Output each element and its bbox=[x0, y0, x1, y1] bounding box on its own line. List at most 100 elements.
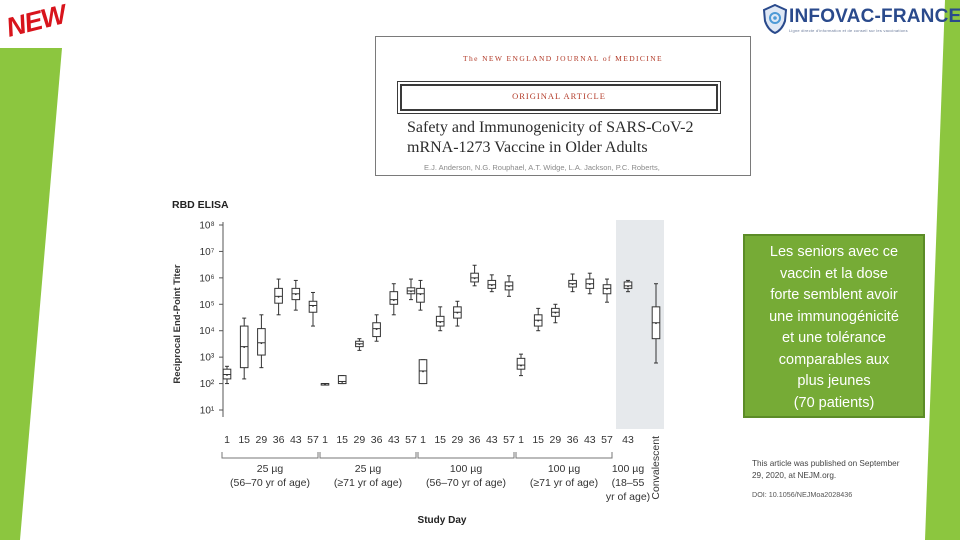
box-point bbox=[606, 287, 608, 290]
note-line: (70 patients) bbox=[793, 394, 875, 411]
box-point bbox=[439, 321, 442, 324]
logo-tagline: Ligne directe d'information et de consei… bbox=[789, 28, 908, 33]
box-point bbox=[226, 374, 228, 376]
infovac-logo: INFOVAC-FRANCE Ligne directe d'informati… bbox=[762, 2, 960, 36]
y-tick-label: 10⁴ bbox=[199, 326, 214, 337]
article-title: Safety and Immunogenicity of SARS-CoV-2 … bbox=[407, 118, 694, 158]
box-iqr bbox=[274, 287, 283, 304]
group-age-label: (≥71 yr of age) bbox=[530, 477, 598, 489]
y-tick-label: 10² bbox=[200, 379, 215, 390]
doi-text: DOI: 10.1056/NEJMoa2028436 bbox=[752, 490, 853, 499]
y-tick-label: 10¹ bbox=[200, 406, 215, 417]
x-tick-label: 57 bbox=[405, 434, 417, 446]
box-point bbox=[473, 277, 476, 280]
x-tick-label: 29 bbox=[354, 434, 366, 446]
article-title-line1: Safety and Immunogenicity of SARS-CoV-2 bbox=[407, 119, 694, 136]
rbd-elisa-chart: RBD ELISA Reciprocal End-Point Titer Stu… bbox=[172, 199, 664, 526]
shield-icon bbox=[762, 4, 788, 34]
group-age-label: (≥71 yr of age) bbox=[334, 477, 402, 489]
article-title-line2: mRNA-1273 Vaccine in Older Adults bbox=[407, 139, 648, 156]
x-tick-label: 1 bbox=[420, 434, 426, 446]
y-axis-title: Reciprocal End-Point Titer bbox=[172, 264, 183, 383]
publication-line2: 29, 2020, at NEJM.org. bbox=[752, 470, 837, 480]
box-point bbox=[294, 293, 297, 296]
box-point bbox=[410, 290, 412, 293]
x-tick-label: 43 bbox=[388, 434, 400, 446]
article-authors: E.J. Anderson, N.G. Rouphael, A.T. Widge… bbox=[424, 163, 660, 172]
group-dose-label: 25 µg bbox=[355, 463, 382, 475]
left-green-stripe bbox=[0, 48, 62, 540]
box-iqr bbox=[516, 357, 526, 370]
x-tick-label: 36 bbox=[273, 434, 285, 446]
publication-note: This article was published on September … bbox=[752, 458, 927, 481]
x-tick-label: 29 bbox=[550, 434, 562, 446]
group-dose-label: 25 µg bbox=[257, 463, 284, 475]
x-tick-label: 15 bbox=[336, 434, 348, 446]
x-tick-label: 29 bbox=[452, 434, 464, 446]
x-tick-label: 43 bbox=[486, 434, 498, 446]
x-tick-label: 15 bbox=[434, 434, 446, 446]
x-tick-label: 1 bbox=[518, 434, 524, 446]
x-tick-label: 15 bbox=[238, 434, 250, 446]
group-bracket bbox=[221, 452, 319, 459]
new-badge-text: NEW bbox=[3, 0, 69, 43]
y-tick-label: 10⁷ bbox=[200, 247, 215, 258]
box-point bbox=[392, 299, 395, 302]
box-point bbox=[627, 285, 629, 288]
group-dose-label: 100 µg bbox=[548, 463, 580, 475]
box-point bbox=[358, 343, 361, 346]
box-point bbox=[508, 285, 510, 288]
group-age-label: (56–70 yr of age) bbox=[230, 477, 310, 489]
x-tick-label: 43 bbox=[584, 434, 596, 446]
group-dose-label: 100 µg bbox=[612, 463, 644, 475]
box-point bbox=[243, 346, 246, 349]
box-iqr bbox=[257, 328, 266, 356]
box-point bbox=[312, 305, 314, 307]
x-tick-label: 1 bbox=[322, 434, 328, 446]
section-box: ORIGINAL ARTICLE bbox=[397, 81, 721, 114]
chart-title: RBD ELISA bbox=[172, 199, 229, 211]
box-point bbox=[324, 383, 326, 385]
box-point bbox=[520, 364, 522, 367]
group-bracket bbox=[417, 452, 515, 459]
note-line: plus jeunes bbox=[797, 373, 871, 389]
x-tick-label: 36 bbox=[469, 434, 481, 446]
box-point bbox=[341, 381, 344, 383]
x-tick-label: 36 bbox=[371, 434, 383, 446]
group-bracket bbox=[515, 452, 613, 459]
x-tick-label: 36 bbox=[567, 434, 579, 446]
note-line: forte semblent avoir bbox=[770, 287, 898, 303]
right-green-stripe bbox=[925, 0, 960, 540]
box-iqr bbox=[416, 287, 425, 303]
x-tick-label: 29 bbox=[256, 434, 268, 446]
group-bracket bbox=[319, 452, 417, 459]
logo-name: INFOVAC-FRANCE bbox=[789, 6, 960, 27]
y-tick-label: 10⁵ bbox=[199, 300, 214, 311]
article-header-image: The NEW ENGLAND JOURNAL of MEDICINE ORIG… bbox=[375, 36, 751, 176]
box-iqr bbox=[337, 375, 347, 385]
group-dose-label: 100 µg bbox=[450, 463, 482, 475]
x-tick-label: 43 bbox=[290, 434, 302, 446]
note-line: Les seniors avec ce bbox=[769, 244, 899, 260]
box-point bbox=[419, 293, 422, 296]
y-tick-label: 10³ bbox=[200, 353, 215, 364]
x-tick-label: 15 bbox=[532, 434, 544, 446]
x-tick-label: 1 bbox=[224, 434, 230, 446]
box-point bbox=[588, 283, 591, 286]
box-point bbox=[456, 311, 459, 314]
group-age-label: yr of age) bbox=[606, 491, 650, 503]
box-point bbox=[422, 370, 424, 373]
group-age-label: (18–55 bbox=[612, 477, 645, 489]
box-point bbox=[277, 295, 280, 298]
box-point bbox=[260, 342, 263, 345]
section-label: ORIGINAL ARTICLE bbox=[512, 91, 606, 101]
publication-line1: This article was published on September bbox=[752, 459, 900, 468]
x-tick-label: 57 bbox=[307, 434, 319, 446]
x-axis-title: Study Day bbox=[418, 515, 467, 526]
x-tick-label: 43 bbox=[622, 434, 634, 446]
summary-callout: Les seniors avec ce vaccin et la dose fo… bbox=[743, 234, 925, 418]
journal-name: The NEW ENGLAND JOURNAL of MEDICINE bbox=[462, 54, 664, 63]
y-tick-label: 10⁸ bbox=[199, 221, 214, 232]
x-tick-label: Convalescent bbox=[650, 436, 662, 500]
